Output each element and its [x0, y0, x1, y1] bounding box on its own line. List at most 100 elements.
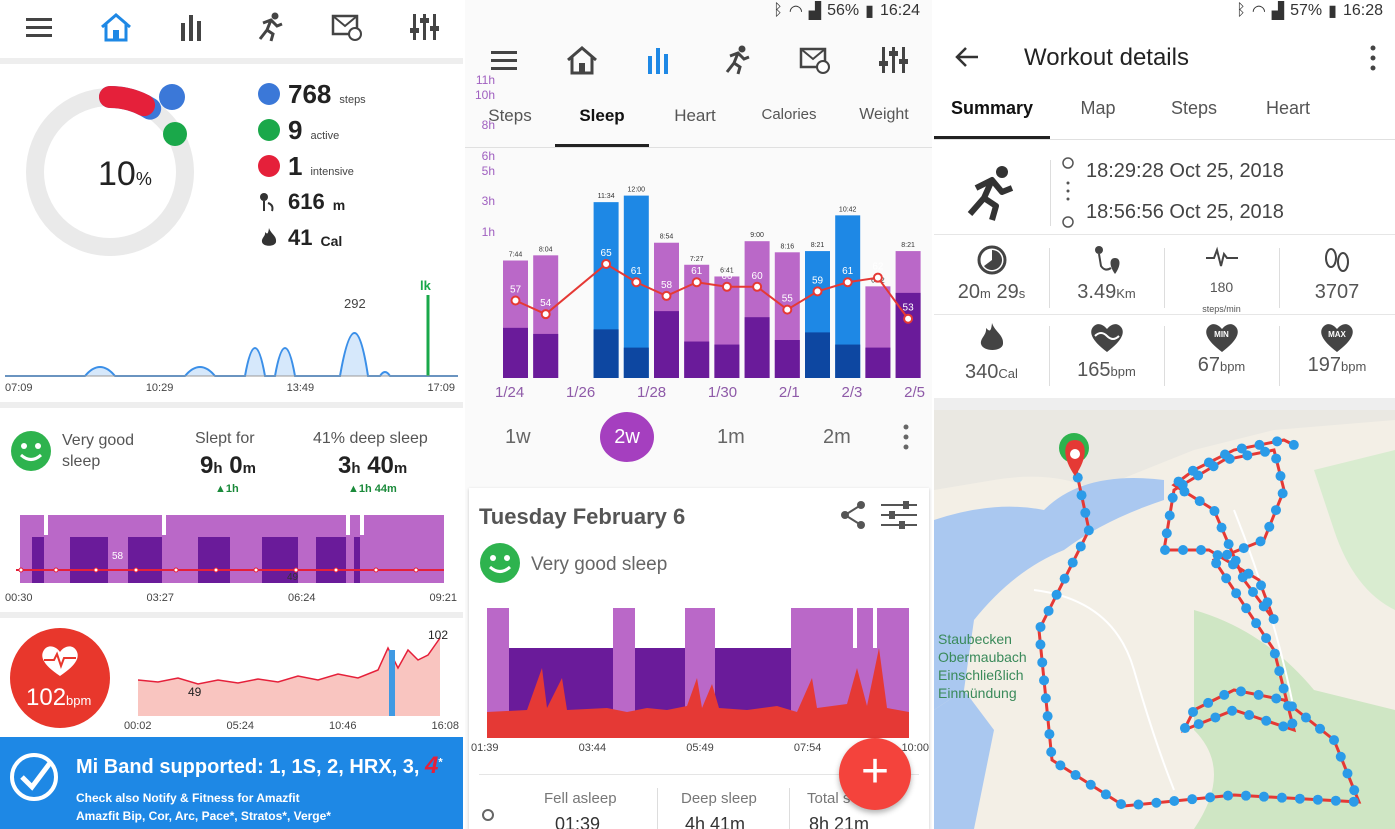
route-point: [1230, 555, 1241, 566]
slept-value: 9h 0m: [200, 452, 256, 479]
route-point: [1261, 715, 1272, 726]
blue-dot-icon: [258, 83, 280, 105]
route-map[interactable]: [934, 410, 1395, 829]
route-point: [1283, 701, 1294, 712]
settings-sliders-icon[interactable]: [404, 7, 444, 47]
mi-band-banner[interactable]: Mi Band supported: 1, 1S, 2, HRX, 3, 4* …: [0, 737, 463, 829]
share-icon[interactable]: [839, 500, 867, 530]
route-point: [1258, 601, 1269, 612]
total-sleep-value: 8h 21m: [809, 814, 870, 829]
signal-icon: ▟: [1271, 3, 1285, 20]
heart-rate-label: 62: [872, 262, 884, 273]
tab-heart[interactable]: Heart: [674, 106, 716, 125]
tab-sleep[interactable]: Sleep: [555, 96, 649, 147]
route-point: [1335, 751, 1346, 762]
route-point: [1037, 657, 1048, 668]
back-arrow-icon[interactable]: [954, 46, 980, 68]
tab-steps[interactable]: Steps: [1170, 98, 1218, 118]
heart-rate-label: 60: [721, 271, 733, 282]
route-point: [1223, 790, 1234, 801]
night-x-axis: 01:39 03:44 05:49 07:54 10:00: [471, 742, 929, 754]
day-title: Tuesday February 6: [479, 504, 686, 529]
more-options-icon[interactable]: [901, 422, 911, 452]
bluetooth-icon: ᛒ: [773, 2, 783, 19]
range-2m[interactable]: 2m: [823, 426, 851, 448]
route-point: [1043, 605, 1054, 616]
heart-min-label: 49: [188, 685, 202, 699]
slept-delta: ▲1h: [215, 483, 239, 495]
sleep-history-panel: ᛒ ◠ ▟ 56% ▮ 16:24 Steps Sleep Heart Calories…: [465, 0, 932, 829]
bar-chart-icon[interactable]: [640, 40, 680, 80]
more-options-icon[interactable]: [1368, 44, 1378, 72]
top-nav: [0, 5, 463, 49]
total-sleep-label: Total s: [807, 790, 851, 807]
distance-stat: 3.49Km: [1049, 244, 1164, 304]
home-icon[interactable]: [562, 40, 602, 80]
tab-map[interactable]: Map: [1080, 98, 1116, 118]
route-point: [1212, 550, 1223, 561]
heart-rate-label: 61: [691, 266, 703, 277]
heart-rate-label: 57: [510, 284, 522, 295]
x-tick: 2/1: [778, 384, 800, 401]
route-point: [1220, 449, 1231, 460]
sleep-chart: [16, 515, 444, 583]
heart-rate-label: 58: [661, 280, 673, 291]
ring-percent: 10%: [98, 155, 152, 193]
banner-line1: Check also Notify & Fitness for Amazfit: [76, 791, 300, 805]
y-axis: 11h 10h 8h 6h 5h 3h 1h: [465, 73, 495, 390]
heart-x-axis: 00:02 05:24 10:46 16:08: [124, 720, 459, 732]
heart-rate-point: [752, 281, 763, 292]
steps-peak-label: 292: [344, 296, 366, 311]
route-point: [1244, 710, 1255, 721]
route-point: [1085, 779, 1096, 790]
heart-rate-point: [872, 272, 883, 283]
heart-rate-label: 55: [782, 294, 794, 305]
range-2w[interactable]: 2w: [600, 412, 654, 462]
filter-sliders-icon[interactable]: [881, 500, 917, 530]
home-icon[interactable]: [96, 7, 136, 47]
heart-rate-label: 60: [752, 271, 764, 282]
route-point: [1179, 486, 1190, 497]
heart-max-icon: MAX: [1319, 322, 1355, 354]
timeline-dot-icon: [482, 809, 494, 821]
running-icon[interactable]: [717, 40, 757, 80]
deep-sleep-label: Deep sleep: [681, 790, 757, 807]
route-point: [1100, 789, 1111, 800]
route-point: [1203, 457, 1214, 468]
heart-rate-label: 54: [540, 298, 552, 309]
deep-sleep-bar: [805, 332, 830, 378]
settings-sliders-icon[interactable]: [873, 40, 913, 80]
tab-weight[interactable]: Weight: [859, 106, 909, 123]
route-point: [1275, 471, 1286, 482]
add-fab-button[interactable]: +: [839, 738, 911, 810]
route-point: [1272, 436, 1283, 447]
range-1w[interactable]: 1w: [505, 426, 531, 448]
deep-sleep-bar: [684, 341, 710, 378]
route-point: [1270, 505, 1281, 516]
route-point: [1205, 792, 1216, 803]
deep-sleep-bar: [774, 340, 800, 378]
tab-summary[interactable]: Summary: [934, 88, 1050, 139]
distance-stat: 616 m: [258, 184, 458, 220]
flame-icon: [261, 228, 277, 246]
bar-total-label: 7:44: [509, 252, 523, 259]
bar-chart-icon[interactable]: [173, 7, 213, 47]
steps-stat: 768 steps: [258, 76, 458, 112]
notifications-icon[interactable]: [327, 7, 367, 47]
page-title: Workout details: [1024, 44, 1189, 71]
bar-total-label: 12:00: [628, 187, 646, 194]
range-1m[interactable]: 1m: [717, 426, 745, 448]
heart-rate-point: [691, 277, 702, 288]
route-point: [1059, 573, 1070, 584]
sleep-quality: Very good sleep: [62, 432, 135, 470]
heart-min-icon: MIN: [1204, 322, 1240, 354]
x-axis: 1/24 1/26 1/28 1/30 2/1 2/3 2/5: [495, 384, 925, 401]
tab-steps[interactable]: Steps: [488, 106, 532, 125]
tab-calories[interactable]: Calories: [761, 106, 817, 123]
notifications-icon[interactable]: [795, 40, 835, 80]
running-icon[interactable]: [250, 7, 290, 47]
tab-heart[interactable]: Heart: [1265, 98, 1310, 118]
menu-icon[interactable]: [484, 40, 524, 80]
deep-sleep-bar: [623, 347, 649, 378]
menu-icon[interactable]: [19, 7, 59, 47]
